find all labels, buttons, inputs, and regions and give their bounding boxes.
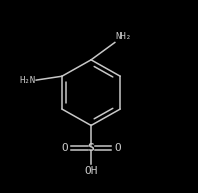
Text: NH₂: NH₂ [116, 32, 132, 41]
Text: O: O [114, 143, 121, 153]
Text: O: O [61, 143, 68, 153]
Text: H₂N: H₂N [19, 76, 35, 85]
Text: S: S [88, 143, 94, 153]
Text: OH: OH [84, 166, 98, 176]
